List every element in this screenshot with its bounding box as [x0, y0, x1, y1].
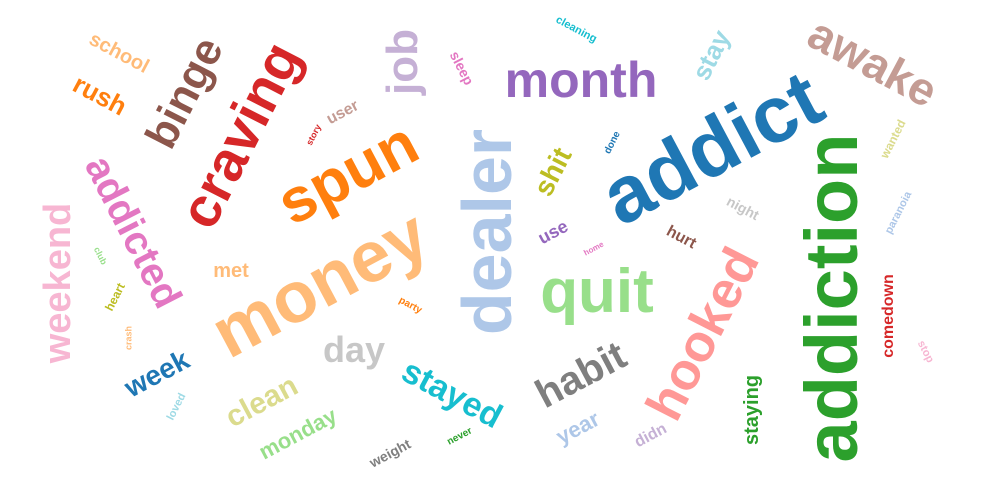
word-never: never: [445, 425, 475, 448]
word-heart: heart: [102, 280, 128, 314]
word-school: school: [85, 28, 153, 78]
word-hurt: hurt: [663, 222, 699, 253]
word-year: year: [551, 405, 604, 450]
word-month: month: [504, 52, 658, 108]
word-stayed: stayed: [395, 351, 509, 437]
word-habit: habit: [528, 333, 634, 417]
word-home: home: [582, 239, 606, 258]
word-stay: stay: [685, 25, 737, 85]
word-sleep: sleep: [446, 48, 478, 88]
word-party: party: [396, 294, 424, 317]
word-didn: didn: [631, 420, 670, 451]
word-stop: stop: [914, 338, 937, 365]
word-wanted: wanted: [877, 117, 909, 161]
word-addiction: addiction: [790, 133, 873, 463]
word-weight: weight: [366, 435, 414, 471]
word-paranoia: paranoia: [882, 189, 915, 236]
word-user: user: [323, 97, 362, 128]
word-quit: quit: [540, 257, 654, 326]
word-staying: staying: [741, 374, 763, 446]
word-comedown: comedown: [880, 274, 897, 358]
word-shit: shit: [527, 142, 578, 201]
word-addicted: addicted: [76, 148, 190, 316]
word-weekend: weekend: [37, 202, 79, 364]
word-day: day: [322, 329, 386, 370]
word-story: story: [304, 122, 324, 147]
word-cleaning: cleaning: [553, 13, 599, 46]
word-crash: crash: [123, 325, 134, 351]
word-loved: loved: [164, 391, 189, 423]
word-job: job: [378, 29, 427, 95]
word-met: met: [213, 260, 249, 282]
word-use: use: [534, 215, 572, 249]
word-club: club: [91, 245, 110, 267]
word-awake: awake: [799, 6, 947, 118]
word-dealer: dealer: [448, 128, 526, 336]
word-night: night: [724, 192, 762, 224]
word-rush: rush: [68, 68, 132, 122]
